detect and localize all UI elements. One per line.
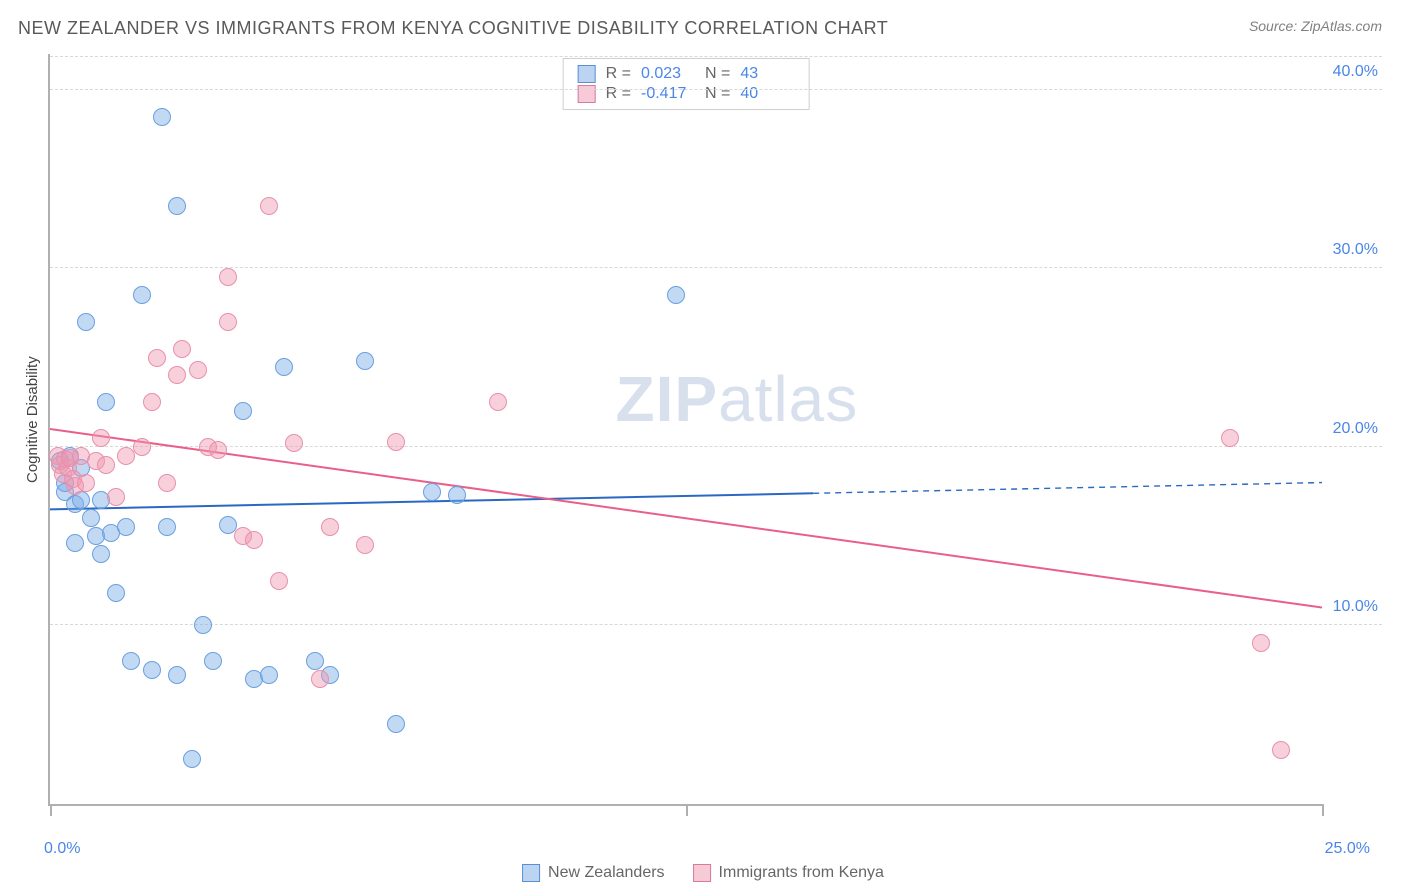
source-label: Source: bbox=[1249, 18, 1301, 34]
watermark: ZIPatlas bbox=[616, 362, 859, 436]
stats-row-series2: R = -0.417 N = 40 bbox=[578, 85, 795, 103]
chart-title: NEW ZEALANDER VS IMMIGRANTS FROM KENYA C… bbox=[18, 18, 888, 39]
data-point bbox=[234, 402, 252, 420]
grid-line bbox=[50, 89, 1382, 90]
x-tick bbox=[686, 804, 688, 816]
grid-line bbox=[50, 267, 1382, 268]
data-point bbox=[189, 361, 207, 379]
chart-header: NEW ZEALANDER VS IMMIGRANTS FROM KENYA C… bbox=[0, 0, 1406, 49]
y-tick-label: 20.0% bbox=[1333, 420, 1378, 438]
r-label: R = bbox=[606, 65, 631, 83]
data-point bbox=[219, 313, 237, 331]
data-point bbox=[173, 340, 191, 358]
data-point bbox=[194, 616, 212, 634]
data-point bbox=[183, 750, 201, 768]
n-label: N = bbox=[705, 65, 730, 83]
legend-item-2: Immigrants from Kenya bbox=[693, 864, 884, 882]
n-value-1: 43 bbox=[740, 65, 794, 83]
data-point bbox=[158, 518, 176, 536]
grid-line bbox=[50, 56, 1382, 57]
watermark-zip: ZIP bbox=[616, 363, 719, 435]
legend-label-1: New Zealanders bbox=[548, 864, 665, 882]
grid-line bbox=[50, 446, 1382, 447]
stats-legend-box: R = 0.023 N = 43 R = -0.417 N = 40 bbox=[563, 58, 810, 110]
data-point bbox=[387, 715, 405, 733]
data-point bbox=[133, 286, 151, 304]
y-axis-label: Cognitive Disability bbox=[24, 356, 41, 483]
data-point bbox=[82, 509, 100, 527]
data-point bbox=[168, 666, 186, 684]
legend-swatch-pink-icon bbox=[693, 864, 711, 882]
trend-lines bbox=[50, 54, 1322, 804]
grid-line bbox=[50, 624, 1382, 625]
y-tick-label: 10.0% bbox=[1333, 598, 1378, 616]
data-point bbox=[1221, 429, 1239, 447]
plot-area: ZIPatlas R = 0.023 N = 43 R = -0.417 N =… bbox=[48, 54, 1322, 806]
data-point bbox=[92, 545, 110, 563]
data-point bbox=[168, 197, 186, 215]
source-attribution: Source: ZipAtlas.com bbox=[1249, 18, 1382, 34]
x-tick bbox=[1322, 804, 1324, 816]
data-point bbox=[209, 441, 227, 459]
data-point bbox=[1252, 634, 1270, 652]
data-point bbox=[158, 474, 176, 492]
chart-container: Cognitive Disability ZIPatlas R = 0.023 … bbox=[48, 54, 1382, 834]
n-label-2: N = bbox=[705, 85, 730, 103]
data-point bbox=[245, 531, 263, 549]
swatch-pink-icon bbox=[578, 85, 596, 103]
x-tick bbox=[50, 804, 52, 816]
data-point bbox=[356, 536, 374, 554]
data-point bbox=[97, 456, 115, 474]
data-point bbox=[260, 666, 278, 684]
data-point bbox=[148, 349, 166, 367]
data-point bbox=[204, 652, 222, 670]
data-point bbox=[117, 518, 135, 536]
data-point bbox=[66, 534, 84, 552]
y-tick-label: 40.0% bbox=[1333, 63, 1378, 81]
legend-bottom: New Zealanders Immigrants from Kenya bbox=[522, 864, 884, 882]
data-point bbox=[1272, 741, 1290, 759]
data-point bbox=[260, 197, 278, 215]
r-label-2: R = bbox=[606, 85, 631, 103]
legend-swatch-blue-icon bbox=[522, 864, 540, 882]
source-name: ZipAtlas.com bbox=[1301, 18, 1382, 34]
y-tick-label: 30.0% bbox=[1333, 241, 1378, 259]
data-point bbox=[133, 438, 151, 456]
data-point bbox=[423, 483, 441, 501]
watermark-atlas: atlas bbox=[718, 363, 858, 435]
data-point bbox=[92, 429, 110, 447]
data-point bbox=[285, 434, 303, 452]
data-point bbox=[275, 358, 293, 376]
data-point bbox=[321, 518, 339, 536]
legend-item-1: New Zealanders bbox=[522, 864, 665, 882]
data-point bbox=[122, 652, 140, 670]
data-point bbox=[143, 393, 161, 411]
data-point bbox=[97, 393, 115, 411]
data-point bbox=[448, 486, 466, 504]
data-point bbox=[107, 488, 125, 506]
data-point bbox=[143, 661, 161, 679]
data-point bbox=[311, 670, 329, 688]
data-point bbox=[219, 268, 237, 286]
data-point bbox=[667, 286, 685, 304]
r-value-2: -0.417 bbox=[641, 85, 695, 103]
data-point bbox=[489, 393, 507, 411]
n-value-2: 40 bbox=[740, 85, 794, 103]
x-tick-25: 25.0% bbox=[1325, 840, 1370, 858]
data-point bbox=[153, 108, 171, 126]
data-point bbox=[77, 313, 95, 331]
stats-row-series1: R = 0.023 N = 43 bbox=[578, 65, 795, 83]
data-point bbox=[168, 366, 186, 384]
legend-label-2: Immigrants from Kenya bbox=[719, 864, 884, 882]
data-point bbox=[306, 652, 324, 670]
data-point bbox=[77, 474, 95, 492]
x-tick-0: 0.0% bbox=[44, 840, 80, 858]
data-point bbox=[270, 572, 288, 590]
data-point bbox=[356, 352, 374, 370]
data-point bbox=[107, 584, 125, 602]
swatch-blue-icon bbox=[578, 65, 596, 83]
data-point bbox=[387, 433, 405, 451]
r-value-1: 0.023 bbox=[641, 65, 695, 83]
